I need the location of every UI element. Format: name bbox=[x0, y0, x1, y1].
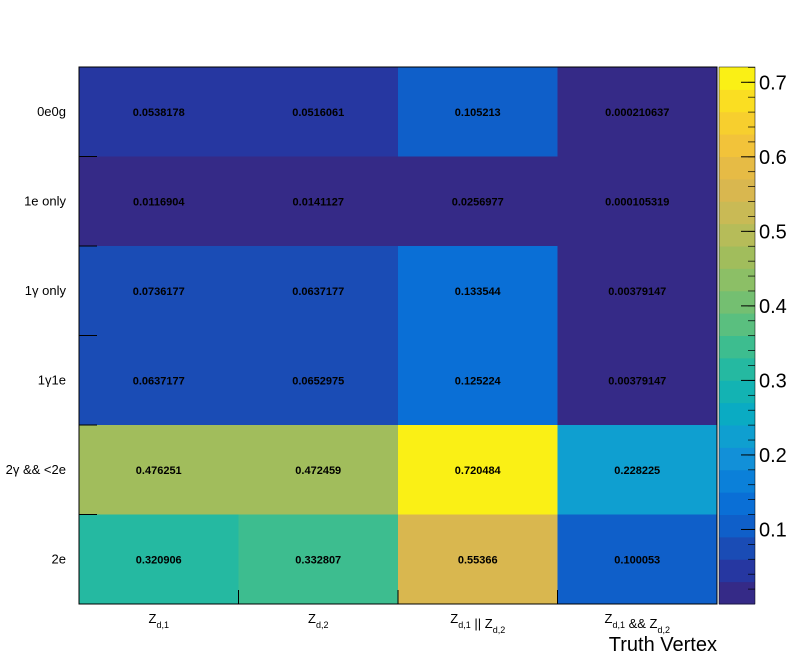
heatmap-cell bbox=[79, 425, 239, 515]
color-bar-segment bbox=[719, 514, 755, 538]
x-tick-label: Zd,1 || Zd,2 bbox=[450, 611, 505, 635]
cell-value-label: 0.720484 bbox=[455, 465, 502, 477]
heatmap-cell bbox=[557, 514, 718, 605]
color-bar-segment bbox=[719, 201, 755, 225]
cell-value-label: 0.0538178 bbox=[133, 107, 185, 119]
cell-value-label: 0.476251 bbox=[136, 465, 182, 477]
color-bar-segment bbox=[719, 223, 755, 247]
heatmap-cell bbox=[238, 335, 399, 426]
heatmap-cell bbox=[398, 514, 558, 605]
color-bar-segment bbox=[719, 313, 755, 336]
color-bar-segment bbox=[719, 246, 755, 269]
color-bar-segment bbox=[719, 268, 755, 292]
plot-frame bbox=[78, 66, 718, 605]
color-bar-segment bbox=[719, 581, 755, 605]
cell-value-label: 0.00379147 bbox=[608, 286, 666, 298]
cell-value-labels: 0.0538178 0.0516061 0.105213 0.000210637 0.0… bbox=[133, 107, 670, 567]
cell-value-label: 0.000210637 bbox=[605, 107, 669, 119]
x-tick-label: Zd,1 && Zd,2 bbox=[605, 611, 671, 635]
cell-value-label: 0.0652975 bbox=[292, 375, 344, 387]
color-bar-segment bbox=[719, 134, 755, 157]
heatmap-cell bbox=[238, 425, 399, 515]
y-tick-label: 2e bbox=[52, 551, 66, 566]
cell-value-label: 0.0637177 bbox=[133, 375, 185, 387]
x-tick-label: Zd,1 bbox=[149, 611, 169, 630]
color-bar-tick-label: 0.7 bbox=[759, 72, 787, 94]
color-bar-segment bbox=[719, 67, 755, 90]
color-bar-segment bbox=[719, 402, 755, 426]
heatmap-cell bbox=[557, 67, 718, 157]
color-bar-segment bbox=[719, 89, 755, 113]
heatmap-cell bbox=[398, 67, 558, 157]
color-bar-tick-label: 0.6 bbox=[759, 147, 787, 169]
color-bar-tick-label: 0.1 bbox=[759, 519, 787, 541]
color-bar-segment bbox=[719, 425, 755, 448]
x-tick-label: Zd,2 bbox=[308, 611, 328, 630]
x-axis-tick-labels: Zd,1 Zd,2 Zd,1 || Zd,2 Zd,1 && Zd,2 bbox=[149, 611, 670, 635]
cell-value-label: 0.133544 bbox=[455, 286, 502, 298]
color-bar-tick-label: 0.3 bbox=[759, 370, 787, 392]
color-bar-segment bbox=[719, 380, 755, 404]
heatmap-cell bbox=[398, 335, 558, 426]
color-bar-tick-label: 0.4 bbox=[759, 296, 787, 318]
color-bar-segment bbox=[719, 469, 755, 493]
cell-value-label: 0.228225 bbox=[614, 465, 660, 477]
heatmap-cell bbox=[79, 156, 239, 247]
cell-value-label: 0.0141127 bbox=[293, 196, 344, 208]
heatmap-cell bbox=[79, 335, 239, 426]
cell-value-label: 0.472459 bbox=[295, 465, 341, 477]
color-bar-segment bbox=[719, 335, 755, 359]
cell-value-label: 0.0256977 bbox=[452, 196, 504, 208]
color-bar-segment bbox=[719, 290, 755, 314]
y-axis-tick-labels: 0e0g 1e only 1γ only 1γ1e 2γ && <2e 2e bbox=[6, 104, 67, 567]
heatmap-cell bbox=[557, 156, 718, 247]
y-tick-label: 1e only bbox=[24, 193, 66, 208]
heatmap-cell bbox=[79, 246, 239, 336]
cell-value-label: 0.0637177 bbox=[292, 286, 344, 298]
color-bar-segment bbox=[719, 492, 755, 515]
y-tick-label: 0e0g bbox=[37, 104, 66, 119]
cell-value-label: 0.105213 bbox=[455, 107, 501, 119]
cell-value-label: 0.100053 bbox=[614, 554, 660, 566]
heatmap-cell bbox=[238, 514, 399, 605]
cell-value-label: 0.000105319 bbox=[605, 196, 669, 208]
x-axis-title: Truth Vertex bbox=[609, 634, 717, 656]
heatmap-cell bbox=[557, 425, 718, 515]
color-bar: 0.1 0.2 0.3 0.4 0.5 0.6 0.7 bbox=[718, 66, 787, 605]
cell-value-label: 0.320906 bbox=[136, 554, 182, 566]
color-bar-segment bbox=[719, 178, 755, 202]
color-bar-segment bbox=[719, 156, 755, 180]
color-bar-tick-label: 0.5 bbox=[759, 221, 787, 243]
heatmap-cell bbox=[238, 246, 399, 336]
cell-value-label: 0.125224 bbox=[455, 375, 502, 387]
heatmap-cells bbox=[79, 67, 718, 605]
color-bar-tick-label: 0.2 bbox=[759, 445, 787, 467]
color-bar-segment bbox=[719, 536, 755, 560]
heatmap-cell bbox=[398, 425, 558, 515]
heatmap-cell bbox=[398, 246, 558, 336]
cell-value-label: 0.332807 bbox=[295, 554, 341, 566]
y-tick-label: 2γ && <2e bbox=[6, 462, 66, 477]
y-tick-label: 1γ1e bbox=[38, 372, 66, 387]
heatmap-cell bbox=[398, 156, 558, 247]
heatmap-cell bbox=[238, 156, 399, 247]
color-bar-segment bbox=[719, 559, 755, 583]
y-tick-label: 1γ only bbox=[25, 283, 67, 298]
cell-value-label: 0.0736177 bbox=[133, 286, 185, 298]
heatmap-cell bbox=[557, 246, 718, 336]
heatmap-cell bbox=[557, 335, 718, 426]
heatmap-cell bbox=[79, 514, 239, 605]
color-bar-segment bbox=[719, 111, 755, 135]
heatmap-cell bbox=[238, 67, 399, 157]
cell-value-label: 0.00379147 bbox=[608, 375, 666, 387]
cell-value-label: 0.0116904 bbox=[133, 196, 185, 208]
cell-value-label: 0.0516061 bbox=[292, 107, 344, 119]
color-bar-segment bbox=[719, 447, 755, 471]
heatmap-cell bbox=[79, 67, 239, 157]
cell-value-label: 0.55366 bbox=[458, 554, 498, 566]
color-bar-segment bbox=[719, 357, 755, 381]
